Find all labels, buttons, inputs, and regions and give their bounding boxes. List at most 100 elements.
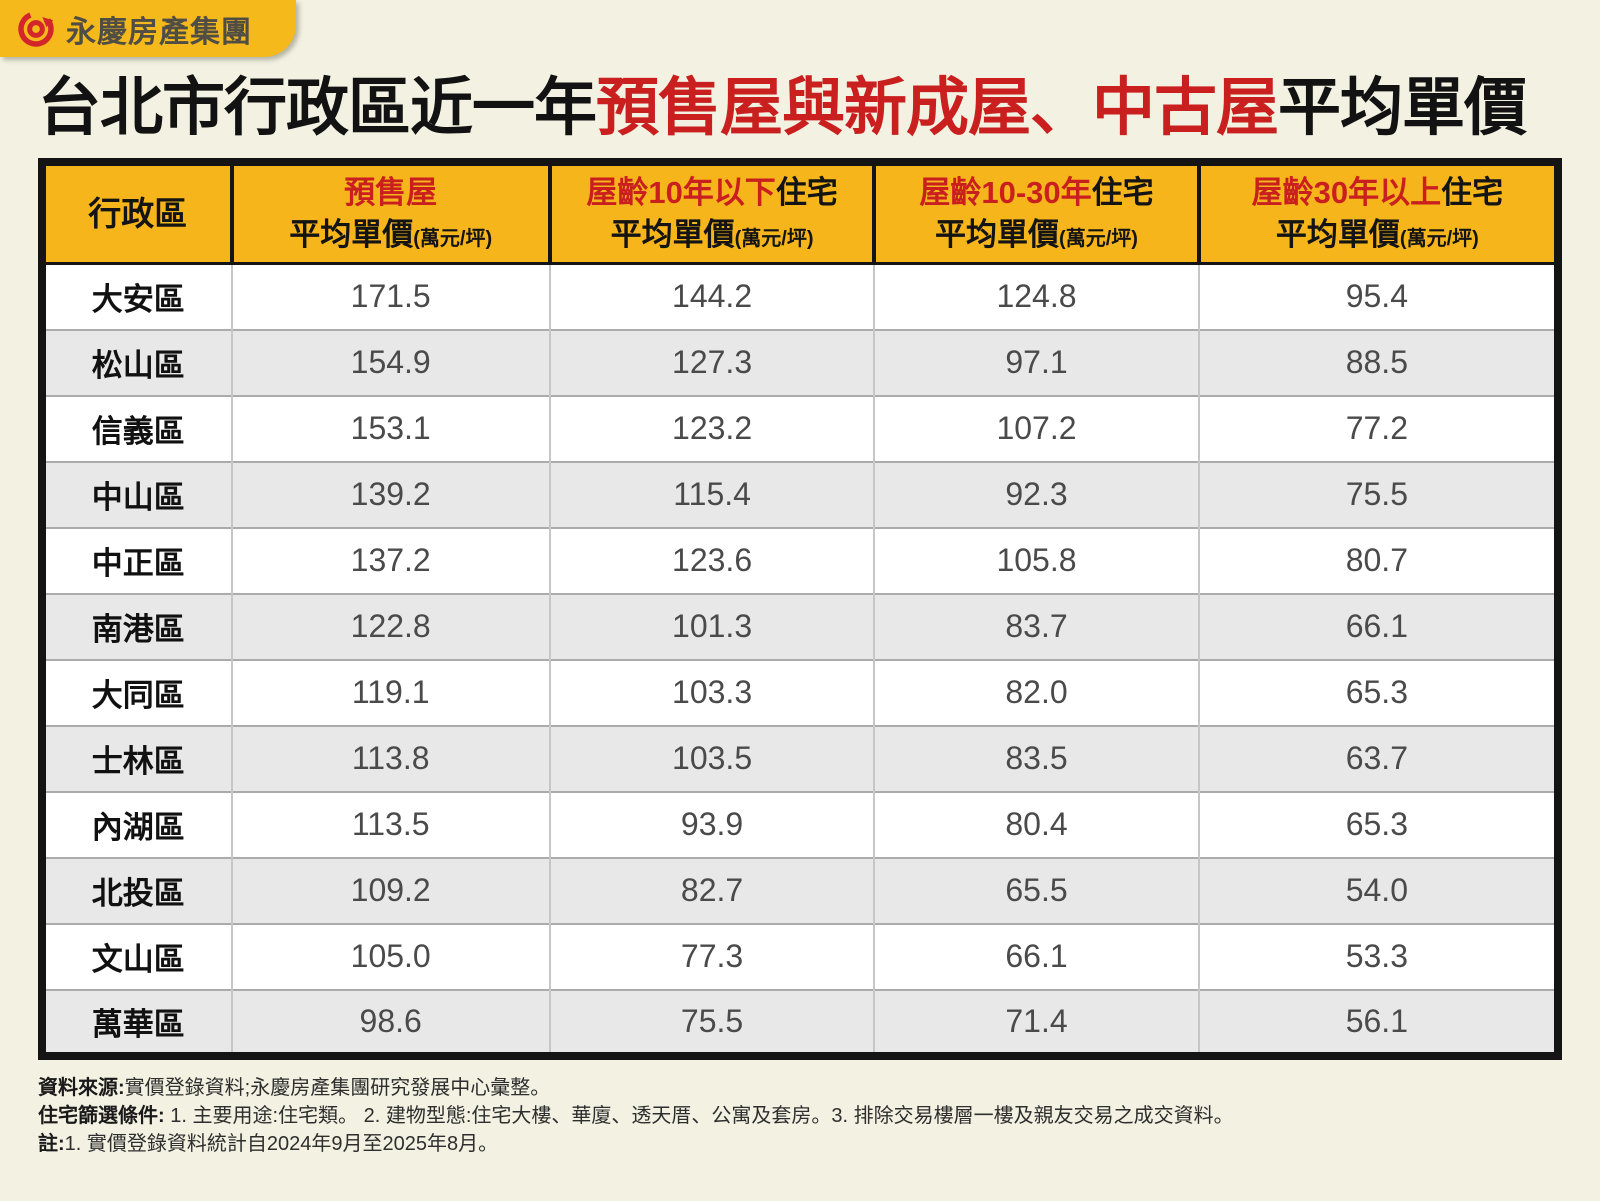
page-title: 台北市行政區近一年預售屋與新成屋、中古屋平均單價 xyxy=(38,73,1562,144)
value-cell: 101.3 xyxy=(548,592,875,660)
value-cell: 56.1 xyxy=(1197,988,1558,1056)
district-cell: 北投區 xyxy=(42,856,232,924)
value-cell: 66.1 xyxy=(873,922,1199,990)
title-red-middle: 預售屋與新成屋、中古屋 xyxy=(596,73,1279,143)
value-cell: 144.2 xyxy=(548,263,875,330)
value-cell: 105.8 xyxy=(873,526,1199,594)
value-cell: 92.3 xyxy=(873,460,1199,528)
value-cell: 82.0 xyxy=(873,658,1199,726)
district-cell: 萬華區 xyxy=(42,988,232,1056)
value-cell: 54.0 xyxy=(1197,856,1558,924)
value-cell: 103.5 xyxy=(548,724,875,792)
price-table: 行政區 預售屋 平均單價(萬元/坪) 屋齡10年以下住宅 平均單價(萬元/坪) … xyxy=(38,157,1562,1060)
value-cell: 171.5 xyxy=(230,263,550,330)
table-row: 松山區 154.9 127.3 97.1 88.5 xyxy=(42,328,1558,396)
value-cell: 83.7 xyxy=(873,592,1199,660)
value-cell: 103.3 xyxy=(548,658,875,726)
header-district-label: 行政區 xyxy=(88,194,188,232)
title-black-prefix: 台北市行政區近一年 xyxy=(38,73,597,143)
value-cell: 154.9 xyxy=(230,328,550,396)
header-age-under10-unit: (萬元/坪) xyxy=(734,227,814,250)
district-cell: 大同區 xyxy=(42,658,232,726)
value-cell: 80.4 xyxy=(873,790,1199,858)
header-presale-red: 預售屋 xyxy=(344,174,438,210)
value-cell: 71.4 xyxy=(873,988,1199,1056)
value-cell: 123.2 xyxy=(548,394,875,462)
district-cell: 中山區 xyxy=(42,460,232,528)
value-cell: 123.6 xyxy=(548,526,875,594)
header-age-10-30: 屋齡10-30年住宅 平均單價(萬元/坪) xyxy=(872,161,1199,266)
header-age-10-30-unit: (萬元/坪) xyxy=(1059,227,1138,250)
table-row: 中正區 137.2 123.6 105.8 80.7 xyxy=(42,526,1558,594)
header-age-under10-red: 屋齡10年以下 xyxy=(586,174,776,210)
value-cell: 65.3 xyxy=(1197,658,1558,726)
value-cell: 77.3 xyxy=(548,922,875,990)
footnote-remark-label: 註: xyxy=(38,1132,65,1155)
value-cell: 109.2 xyxy=(230,856,550,924)
footnote-filter-text: 1. 主要用途:住宅類。 2. 建物型態:住宅大樓、華廈、透天厝、公寓及套房。3… xyxy=(164,1104,1234,1127)
header-age-under10-line2: 平均單價 xyxy=(610,216,735,252)
header-presale-unit: (萬元/坪) xyxy=(413,227,493,250)
value-cell: 77.2 xyxy=(1197,394,1558,462)
district-cell: 文山區 xyxy=(42,922,232,990)
value-cell: 98.6 xyxy=(230,988,550,1056)
table-row: 士林區 113.8 103.5 83.5 63.7 xyxy=(42,724,1558,792)
footnote-source: 資料來源:實價登錄資料;永慶房產集團研究發展中心彙整。 xyxy=(38,1074,1562,1102)
value-cell: 127.3 xyxy=(548,328,875,396)
table-row: 萬華區 98.6 75.5 71.4 56.1 xyxy=(42,988,1558,1056)
value-cell: 75.5 xyxy=(1197,460,1558,528)
header-age-under10-black: 住宅 xyxy=(775,174,838,210)
footnote-remark: 註:1. 實價登錄資料統計自2024年9月至2025年8月。 xyxy=(38,1130,1562,1158)
value-cell: 139.2 xyxy=(230,460,550,528)
district-cell: 中正區 xyxy=(42,526,232,594)
value-cell: 122.8 xyxy=(230,592,550,660)
value-cell: 119.1 xyxy=(230,658,550,726)
table-row: 大安區 171.5 144.2 124.8 95.4 xyxy=(42,263,1558,330)
header-district: 行政區 xyxy=(42,161,232,266)
header-age-10-30-black: 住宅 xyxy=(1091,174,1154,210)
value-cell: 107.2 xyxy=(873,394,1199,462)
footnote-source-text: 實價登錄資料;永慶房產集團研究發展中心彙整。 xyxy=(124,1076,551,1099)
value-cell: 113.8 xyxy=(230,724,550,792)
header-age-under10: 屋齡10年以下住宅 平均單價(萬元/坪) xyxy=(547,161,875,266)
yungching-logo-icon xyxy=(16,9,56,49)
value-cell: 82.7 xyxy=(548,856,875,924)
table-row: 內湖區 113.5 93.9 80.4 65.3 xyxy=(42,790,1558,858)
value-cell: 65.5 xyxy=(873,856,1199,924)
brand-banner: 永慶房產集團 xyxy=(0,0,296,57)
value-cell: 153.1 xyxy=(230,394,550,462)
value-cell: 137.2 xyxy=(230,526,550,594)
footnote-remark-text: 1. 實價登錄資料統計自2024年9月至2025年8月。 xyxy=(64,1132,499,1155)
table-row: 信義區 153.1 123.2 107.2 77.2 xyxy=(42,394,1558,462)
title-black-suffix: 平均單價 xyxy=(1278,73,1527,143)
district-cell: 南港區 xyxy=(42,592,232,660)
header-presale: 預售屋 平均單價(萬元/坪) xyxy=(229,161,550,266)
footnote-source-label: 資料來源: xyxy=(38,1076,125,1099)
value-cell: 80.7 xyxy=(1197,526,1558,594)
district-cell: 士林區 xyxy=(42,724,232,792)
header-age-over30-red: 屋齡30年以上 xyxy=(1251,174,1442,210)
value-cell: 83.5 xyxy=(873,724,1199,792)
price-table-header: 行政區 預售屋 平均單價(萬元/坪) 屋齡10年以下住宅 平均單價(萬元/坪) … xyxy=(42,161,1558,266)
footnote-filter: 住宅篩選條件: 1. 主要用途:住宅類。 2. 建物型態:住宅大樓、華廈、透天厝… xyxy=(38,1102,1562,1130)
value-cell: 66.1 xyxy=(1197,592,1558,660)
value-cell: 97.1 xyxy=(873,328,1199,396)
value-cell: 63.7 xyxy=(1197,724,1558,792)
header-presale-line2: 平均單價 xyxy=(289,216,414,252)
table-row: 北投區 109.2 82.7 65.5 54.0 xyxy=(42,856,1558,924)
header-age-10-30-line2: 平均單價 xyxy=(935,216,1060,252)
price-table-body: 大安區 171.5 144.2 124.8 95.4 松山區 154.9 127.3 97.1 8… xyxy=(42,263,1558,1056)
header-age-over30: 屋齡30年以上住宅 平均單價(萬元/坪) xyxy=(1196,161,1558,266)
header-age-over30-black: 住宅 xyxy=(1441,174,1504,210)
value-cell: 75.5 xyxy=(548,988,875,1056)
brand-name: 永慶房產集團 xyxy=(66,15,252,49)
table-row: 中山區 139.2 115.4 92.3 75.5 xyxy=(42,460,1558,528)
value-cell: 124.8 xyxy=(873,263,1199,330)
header-age-over30-unit: (萬元/坪) xyxy=(1399,227,1479,250)
footnote-filter-label: 住宅篩選條件: xyxy=(38,1104,165,1127)
table-row: 文山區 105.0 77.3 66.1 53.3 xyxy=(42,922,1558,990)
value-cell: 105.0 xyxy=(230,922,550,990)
value-cell: 95.4 xyxy=(1197,263,1558,330)
main-content: 台北市行政區近一年預售屋與新成屋、中古屋平均單價 行政區 預售屋 平均單價(萬元… xyxy=(0,73,1600,1158)
value-cell: 65.3 xyxy=(1197,790,1558,858)
